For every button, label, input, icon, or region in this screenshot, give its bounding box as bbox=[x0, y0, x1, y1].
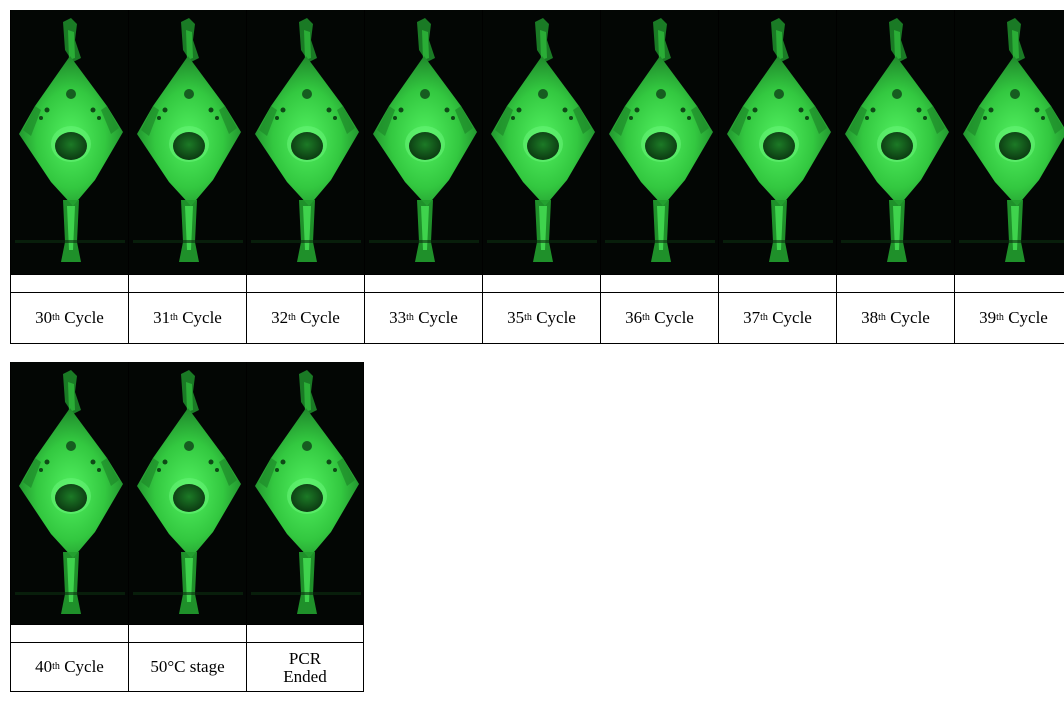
caption-line-2: Ended bbox=[283, 667, 327, 686]
table-spacer-cell bbox=[718, 274, 836, 292]
stage-column: 50°C stage bbox=[128, 362, 246, 692]
chip-fluorescence-image bbox=[718, 10, 836, 274]
table-spacer-cell bbox=[836, 274, 954, 292]
table-spacer-cell bbox=[128, 274, 246, 292]
table-spacer-cell bbox=[482, 274, 600, 292]
caption-cell: PCR Ended bbox=[246, 642, 364, 692]
table-spacer-cell bbox=[600, 274, 718, 292]
table-spacer-cell bbox=[10, 624, 128, 642]
chip-fluorescence-image bbox=[954, 10, 1064, 274]
table-spacer-cell bbox=[954, 274, 1064, 292]
chip-fluorescence-image bbox=[246, 10, 364, 274]
table-spacer-cell bbox=[246, 274, 364, 292]
chip-fluorescence-image bbox=[128, 10, 246, 274]
chip-fluorescence-image bbox=[246, 362, 364, 624]
chip-fluorescence-image bbox=[600, 10, 718, 274]
chip-fluorescence-image bbox=[10, 10, 128, 274]
chip-fluorescence-image bbox=[128, 362, 246, 624]
table-spacer-cell bbox=[10, 274, 128, 292]
caption-cell: 50°C stage bbox=[128, 642, 246, 692]
chip-fluorescence-image bbox=[10, 362, 128, 624]
pcr-ended-column: PCR Ended bbox=[246, 362, 364, 692]
chip-fluorescence-image bbox=[482, 10, 600, 274]
caption-line-1: PCR bbox=[288, 649, 322, 668]
chip-fluorescence-image bbox=[364, 10, 482, 274]
table-spacer-cell bbox=[246, 624, 364, 642]
table-spacer-cell bbox=[364, 274, 482, 292]
table-spacer-cell bbox=[128, 624, 246, 642]
chip-fluorescence-image bbox=[836, 10, 954, 274]
